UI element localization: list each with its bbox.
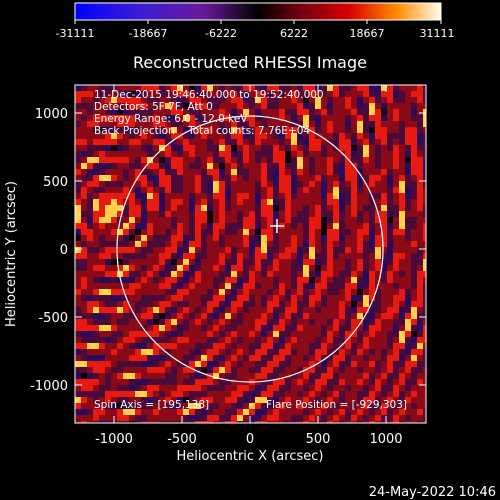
observation-time: 11-Dec-2015 19:46:40.000 to 19:52:40.000	[94, 89, 324, 101]
x-tick-label: 500	[306, 432, 331, 447]
solar-limb-circle	[116, 115, 384, 383]
x-tick-label: -500	[167, 432, 197, 447]
colorbar-tick-label: 6222	[280, 27, 308, 40]
reconstructed-image	[75, 85, 426, 423]
detectors-info: Detectors: 5F 7F, Att 0	[94, 101, 213, 113]
y-tick-label: -500	[38, 311, 68, 326]
colorbar-tick-label: -18667	[129, 27, 168, 40]
plot-title: Reconstructed RHESSI Image	[133, 53, 367, 72]
colorbar-tick-label: 18667	[350, 27, 385, 40]
y-axis-ticks	[75, 112, 426, 386]
energy-range: Energy Range: 6.0 - 12.0 keV	[94, 113, 248, 125]
x-axis-ticks	[113, 85, 387, 423]
x-tick-label: 1000	[369, 432, 402, 447]
method-counts: Back Projection Total counts: 7.76E+04	[94, 125, 310, 137]
generation-timestamp: 24-May-2022 10:46	[369, 485, 496, 500]
colorbar-tick-label: 31111	[420, 27, 455, 40]
colorbar-tick-label: -31111	[56, 27, 95, 40]
x-axis-label: Heliocentric X (arcsec)	[177, 449, 324, 464]
colorbar	[74, 2, 442, 21]
y-tick-label: 500	[43, 175, 68, 190]
y-tick-label: 1000	[35, 107, 68, 122]
x-tick-label: -1000	[95, 432, 133, 447]
crosshair-marker	[270, 219, 284, 233]
colorbar-ticks	[74, 20, 442, 24]
y-tick-label: 0	[60, 243, 68, 258]
colorbar-tick-label: -6222	[205, 27, 237, 40]
x-tick-label: 0	[246, 432, 254, 447]
y-axis-label: Heliocentric Y (arcsec)	[4, 181, 19, 327]
y-tick-label: -1000	[30, 379, 68, 394]
flare-position: Flare Position = [-929,303]	[266, 399, 407, 411]
spin-axis: Spin Axis = [195,138]	[94, 399, 209, 411]
